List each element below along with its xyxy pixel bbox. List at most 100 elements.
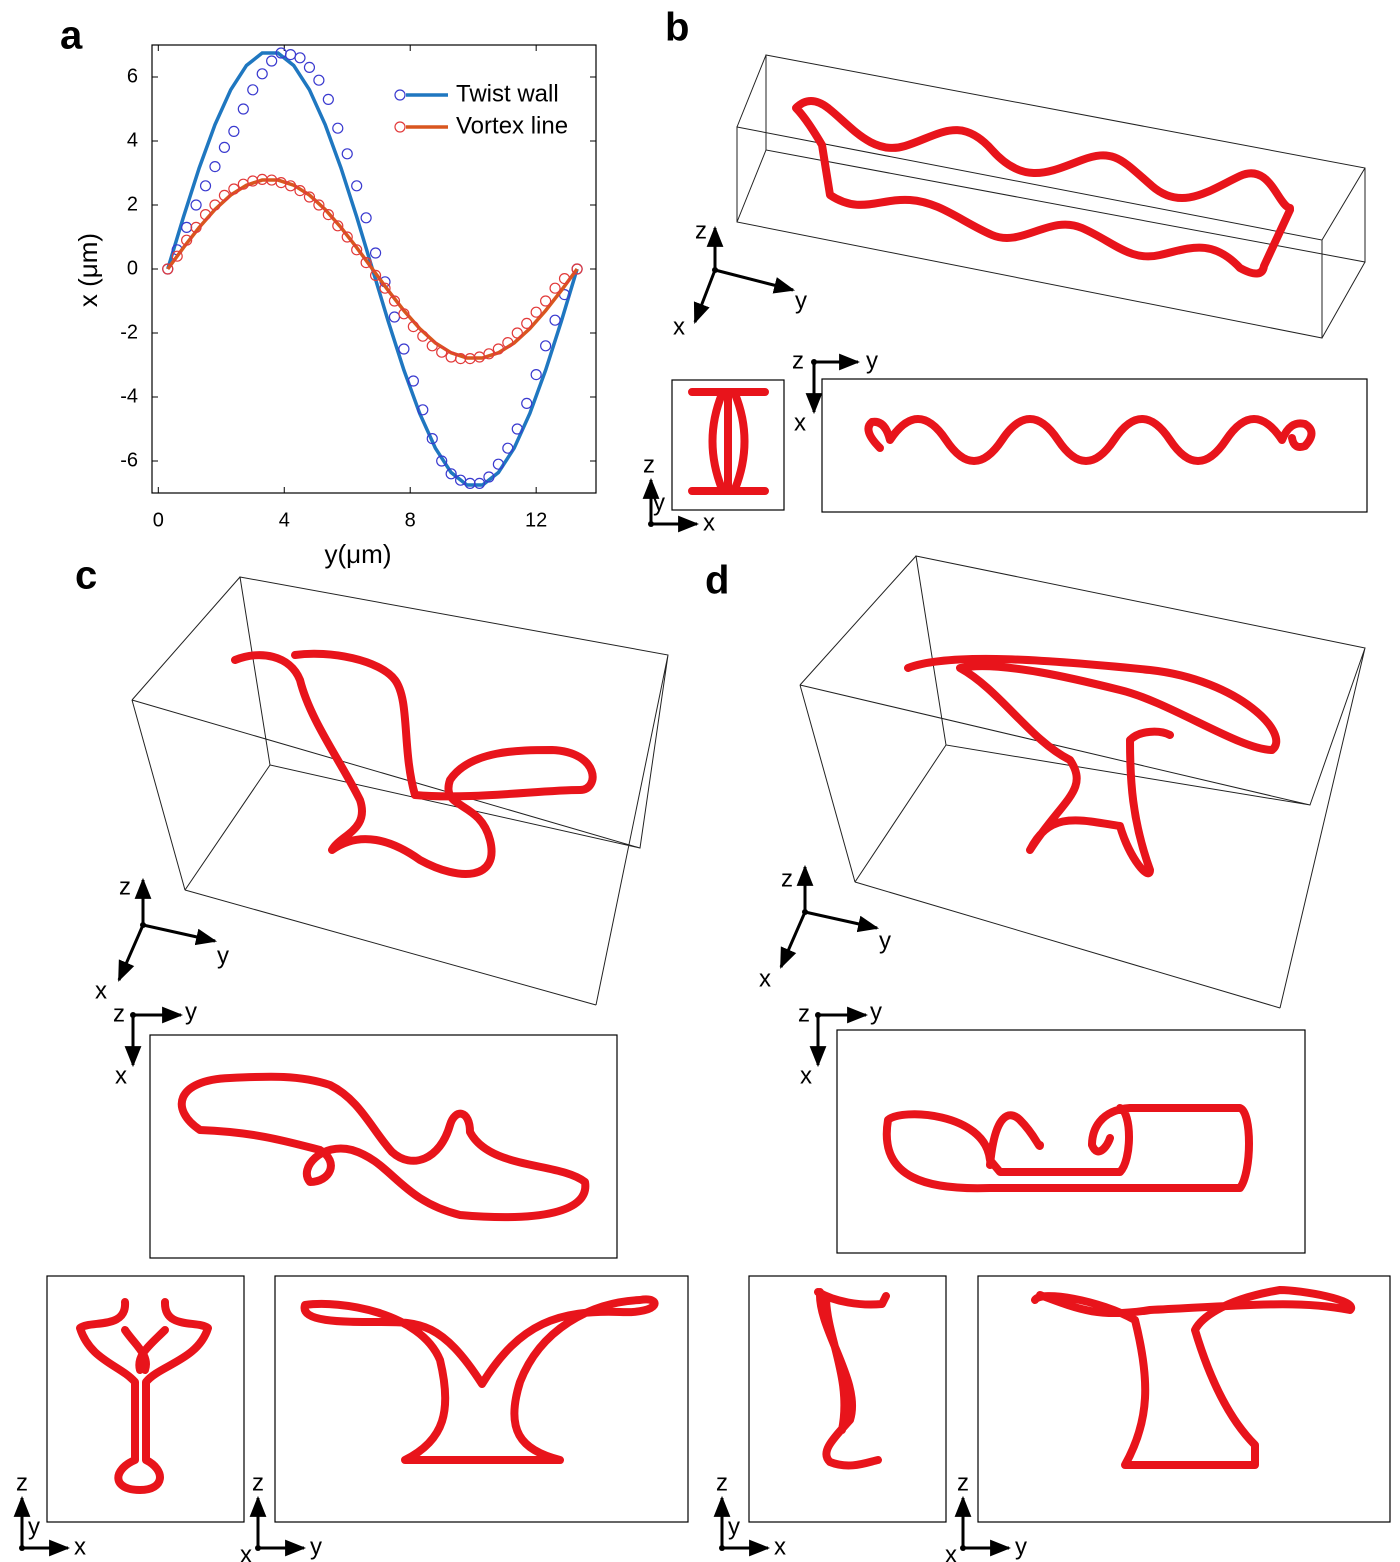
- axis-dot: [960, 1545, 966, 1551]
- axis-name: y: [185, 998, 197, 1025]
- x-tick-label: 0: [153, 509, 164, 531]
- axis-dot: [811, 359, 817, 365]
- data-point: [182, 222, 192, 232]
- y-tick-label: 4: [127, 129, 138, 151]
- y-tick-label: -4: [120, 385, 138, 407]
- axis-name: x: [95, 977, 107, 1004]
- axis-name: z: [252, 1469, 264, 1496]
- y-tick-label: 0: [127, 257, 138, 279]
- axis-name: y: [879, 927, 891, 954]
- data-point: [229, 126, 239, 136]
- data-point: [503, 443, 513, 453]
- fit-line: [168, 180, 577, 358]
- x-tick-label: 8: [405, 509, 416, 531]
- axis-name: x: [794, 409, 806, 436]
- axis-dot: [648, 521, 654, 527]
- panel-label: b: [665, 6, 689, 50]
- y-tick-label: 2: [127, 193, 138, 215]
- data-point: [201, 181, 211, 191]
- axis-name: y: [728, 1513, 740, 1540]
- panel-c-render: [47, 577, 688, 1522]
- data-point: [191, 200, 201, 210]
- data-point: [238, 104, 248, 114]
- data-point: [361, 213, 371, 223]
- axis-arrow: [781, 912, 805, 967]
- legend-label: Twist wall: [456, 80, 559, 107]
- data-point: [541, 296, 551, 306]
- axis-name: z: [643, 451, 655, 478]
- axis-name: x: [945, 1541, 957, 1562]
- data-point: [541, 341, 551, 351]
- data-point: [219, 142, 229, 152]
- data-point: [531, 370, 541, 380]
- axis-name: y: [28, 1513, 40, 1540]
- axis-name: x: [115, 1062, 127, 1089]
- axis-name: z: [792, 347, 804, 374]
- data-point: [399, 344, 409, 354]
- data-point: [408, 376, 418, 386]
- axis-name: z: [716, 1469, 728, 1496]
- axis-dot: [140, 922, 146, 928]
- data-point: [257, 69, 267, 79]
- axis-name: y: [217, 942, 229, 969]
- data-point: [522, 318, 532, 328]
- axis-dot: [255, 1545, 261, 1551]
- panel-label: a: [60, 14, 83, 58]
- axis-name: z: [798, 1000, 810, 1027]
- y-tick-label: -2: [120, 321, 138, 343]
- axis-name: x: [774, 1533, 786, 1560]
- axis-arrow: [805, 912, 877, 928]
- axis-name: y: [795, 287, 807, 314]
- y-axis-label: x (μm): [73, 233, 103, 307]
- data-point: [550, 283, 560, 293]
- data-point: [286, 50, 296, 60]
- axis-name: y: [866, 347, 878, 374]
- legend-marker: [395, 122, 405, 132]
- axis-arrow: [119, 925, 143, 980]
- figure: a b c d y(μm) x (μm) 04812-6-4-20246Twis…: [0, 0, 1400, 1562]
- legend-label: Vortex line: [456, 112, 568, 139]
- panel-b-render: [672, 55, 1367, 512]
- data-point: [295, 53, 305, 63]
- data-point: [314, 75, 324, 85]
- axis-name: x: [759, 965, 771, 992]
- axis-name: z: [119, 873, 131, 900]
- axis-name: x: [74, 1533, 86, 1560]
- legend-marker: [395, 90, 405, 100]
- chart-a: 04812-6-4-20246Twist wallVortex line: [120, 45, 596, 531]
- axis-name: x: [703, 509, 715, 536]
- axis-name: x: [800, 1062, 812, 1089]
- data-point: [323, 94, 333, 104]
- axis-name: x: [673, 313, 685, 340]
- axis-name: y: [310, 1533, 322, 1560]
- panel-d-render: [749, 556, 1390, 1522]
- axis-name: z: [781, 865, 793, 892]
- data-point: [522, 398, 532, 408]
- data-point: [352, 181, 362, 191]
- data-point: [371, 248, 381, 258]
- data-point: [210, 162, 220, 172]
- axis-name: z: [695, 217, 707, 244]
- axis-name: y: [870, 998, 882, 1025]
- axis-dot: [802, 909, 808, 915]
- axis-dot: [815, 1012, 821, 1018]
- data-point: [512, 424, 522, 434]
- data-point: [267, 56, 277, 66]
- axis-dot: [712, 267, 718, 273]
- axis-name: z: [113, 1000, 125, 1027]
- data-point: [342, 149, 352, 159]
- data-point: [531, 307, 541, 317]
- axis-arrow: [143, 925, 215, 941]
- x-tick-label: 12: [525, 509, 547, 531]
- axis-arrow: [715, 270, 793, 290]
- panel-label: c: [75, 554, 97, 598]
- axis-dot: [19, 1545, 25, 1551]
- y-tick-label: 6: [127, 65, 138, 87]
- axis-dot: [719, 1545, 725, 1551]
- axis-name: z: [957, 1469, 969, 1496]
- axis-name: y: [1015, 1533, 1027, 1560]
- axis-name: x: [240, 1541, 252, 1562]
- axis-name: y: [653, 489, 665, 516]
- axis-dot: [130, 1012, 136, 1018]
- data-point: [304, 62, 314, 72]
